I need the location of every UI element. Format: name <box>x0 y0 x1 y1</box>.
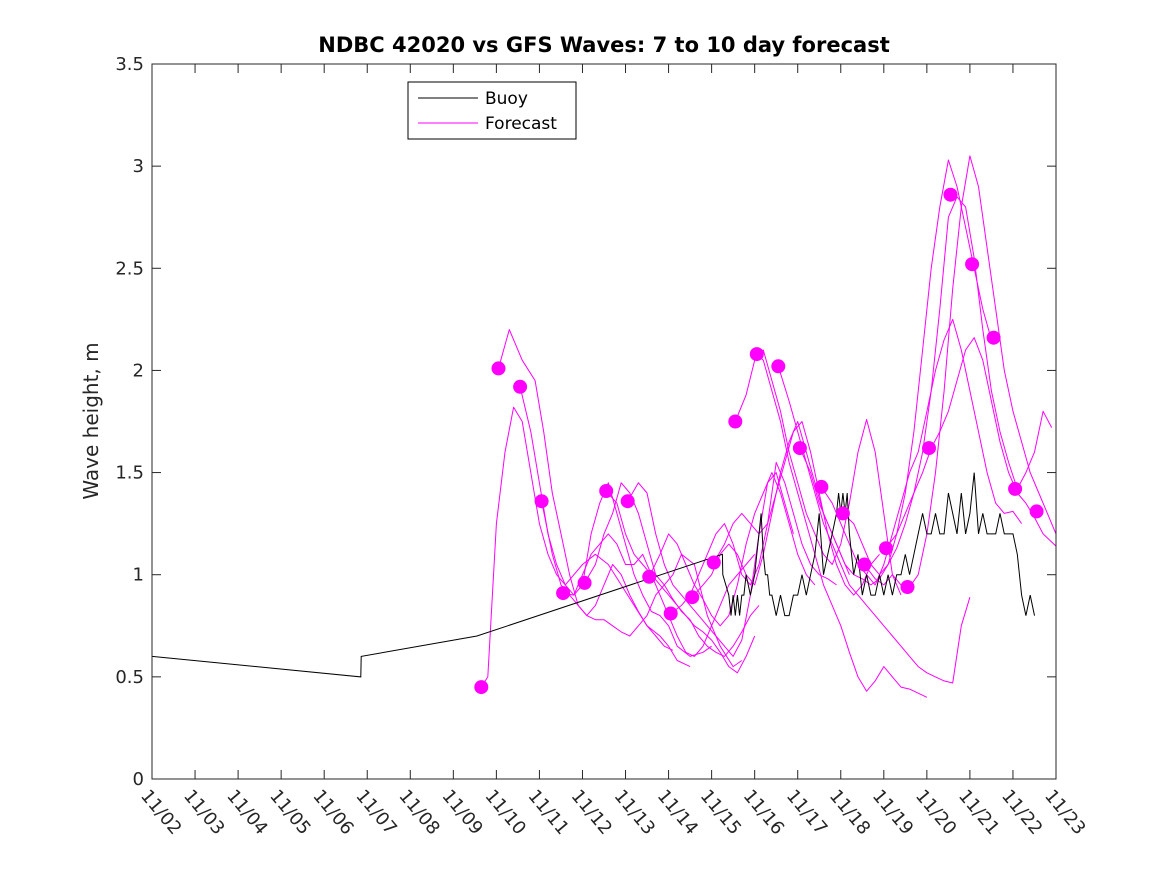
forecast-marker <box>792 441 807 456</box>
forecast-marker <box>771 359 786 374</box>
forecast-marker <box>728 414 743 429</box>
forecast-marker <box>900 580 915 594</box>
y-tick-label: 0.5 <box>115 667 144 688</box>
forecast-line-5 <box>563 533 756 657</box>
forecast-line-16 <box>799 159 1001 586</box>
legend: Buoy Forecast <box>407 81 577 140</box>
forecast-line-14 <box>756 353 928 698</box>
forecast-line-1 <box>480 406 691 688</box>
plot-area-background <box>152 64 1056 779</box>
forecast-marker <box>685 590 700 605</box>
y-tick-label: 1.5 <box>115 463 144 484</box>
forecast-marker <box>556 586 571 601</box>
forecast-marker <box>513 379 528 394</box>
forecast-marker <box>965 257 980 272</box>
chart-title: NDBC 42020 vs GFS Waves: 7 to 10 day for… <box>318 33 889 57</box>
forecast-line-2 <box>498 329 674 651</box>
forecast-marker <box>1029 504 1044 519</box>
y-tick-label: 1 <box>133 565 144 586</box>
forecast-line-13 <box>734 349 902 596</box>
y-tick-label: 0 <box>133 769 144 790</box>
forecast-marker <box>577 575 592 590</box>
y-tick-label: 3.5 <box>115 54 144 75</box>
forecast-line-8 <box>627 472 794 657</box>
forecast-marker <box>534 494 549 509</box>
forecast-marker <box>1008 481 1023 496</box>
forecast-marker <box>835 506 850 521</box>
legend-box <box>407 81 577 140</box>
forecast-line-4 <box>541 501 743 668</box>
forecast-marker <box>474 680 489 695</box>
legend-buoy-label: Buoy <box>485 89 528 109</box>
legend-forecast-label: Forecast <box>485 114 557 134</box>
axes-box <box>151 63 1057 780</box>
forecast-line-20 <box>885 337 1057 549</box>
y-tick-label: 3 <box>133 156 144 177</box>
forecast-line-7 <box>605 490 756 674</box>
forecast-marker <box>491 361 506 376</box>
y-tick-label: 2.5 <box>115 258 144 279</box>
forecast-line-9 <box>648 472 816 627</box>
forecast-marker <box>706 555 721 570</box>
forecast-line-15 <box>777 366 971 684</box>
forecast-marker <box>814 479 829 494</box>
forecast-marker <box>922 441 936 456</box>
forecast-marker <box>620 494 635 509</box>
forecast-line-6 <box>584 482 760 657</box>
buoy-line <box>151 472 1035 678</box>
forecast-marker <box>943 187 958 202</box>
forecast-line-12 <box>713 421 880 596</box>
forecast-marker <box>599 484 614 498</box>
marker-layer <box>474 187 1044 695</box>
forecast-marker <box>857 557 872 572</box>
forecast-marker <box>879 541 893 556</box>
forecast-marker <box>986 330 1001 345</box>
forecast-line-19 <box>864 155 1057 588</box>
forecast-marker <box>749 347 764 362</box>
forecast-marker <box>663 606 678 621</box>
forecast-marker <box>642 569 657 584</box>
y-tick-label: 2 <box>133 360 144 381</box>
series-layer <box>151 155 1057 698</box>
y-axis-label: Wave height, m <box>79 342 103 499</box>
